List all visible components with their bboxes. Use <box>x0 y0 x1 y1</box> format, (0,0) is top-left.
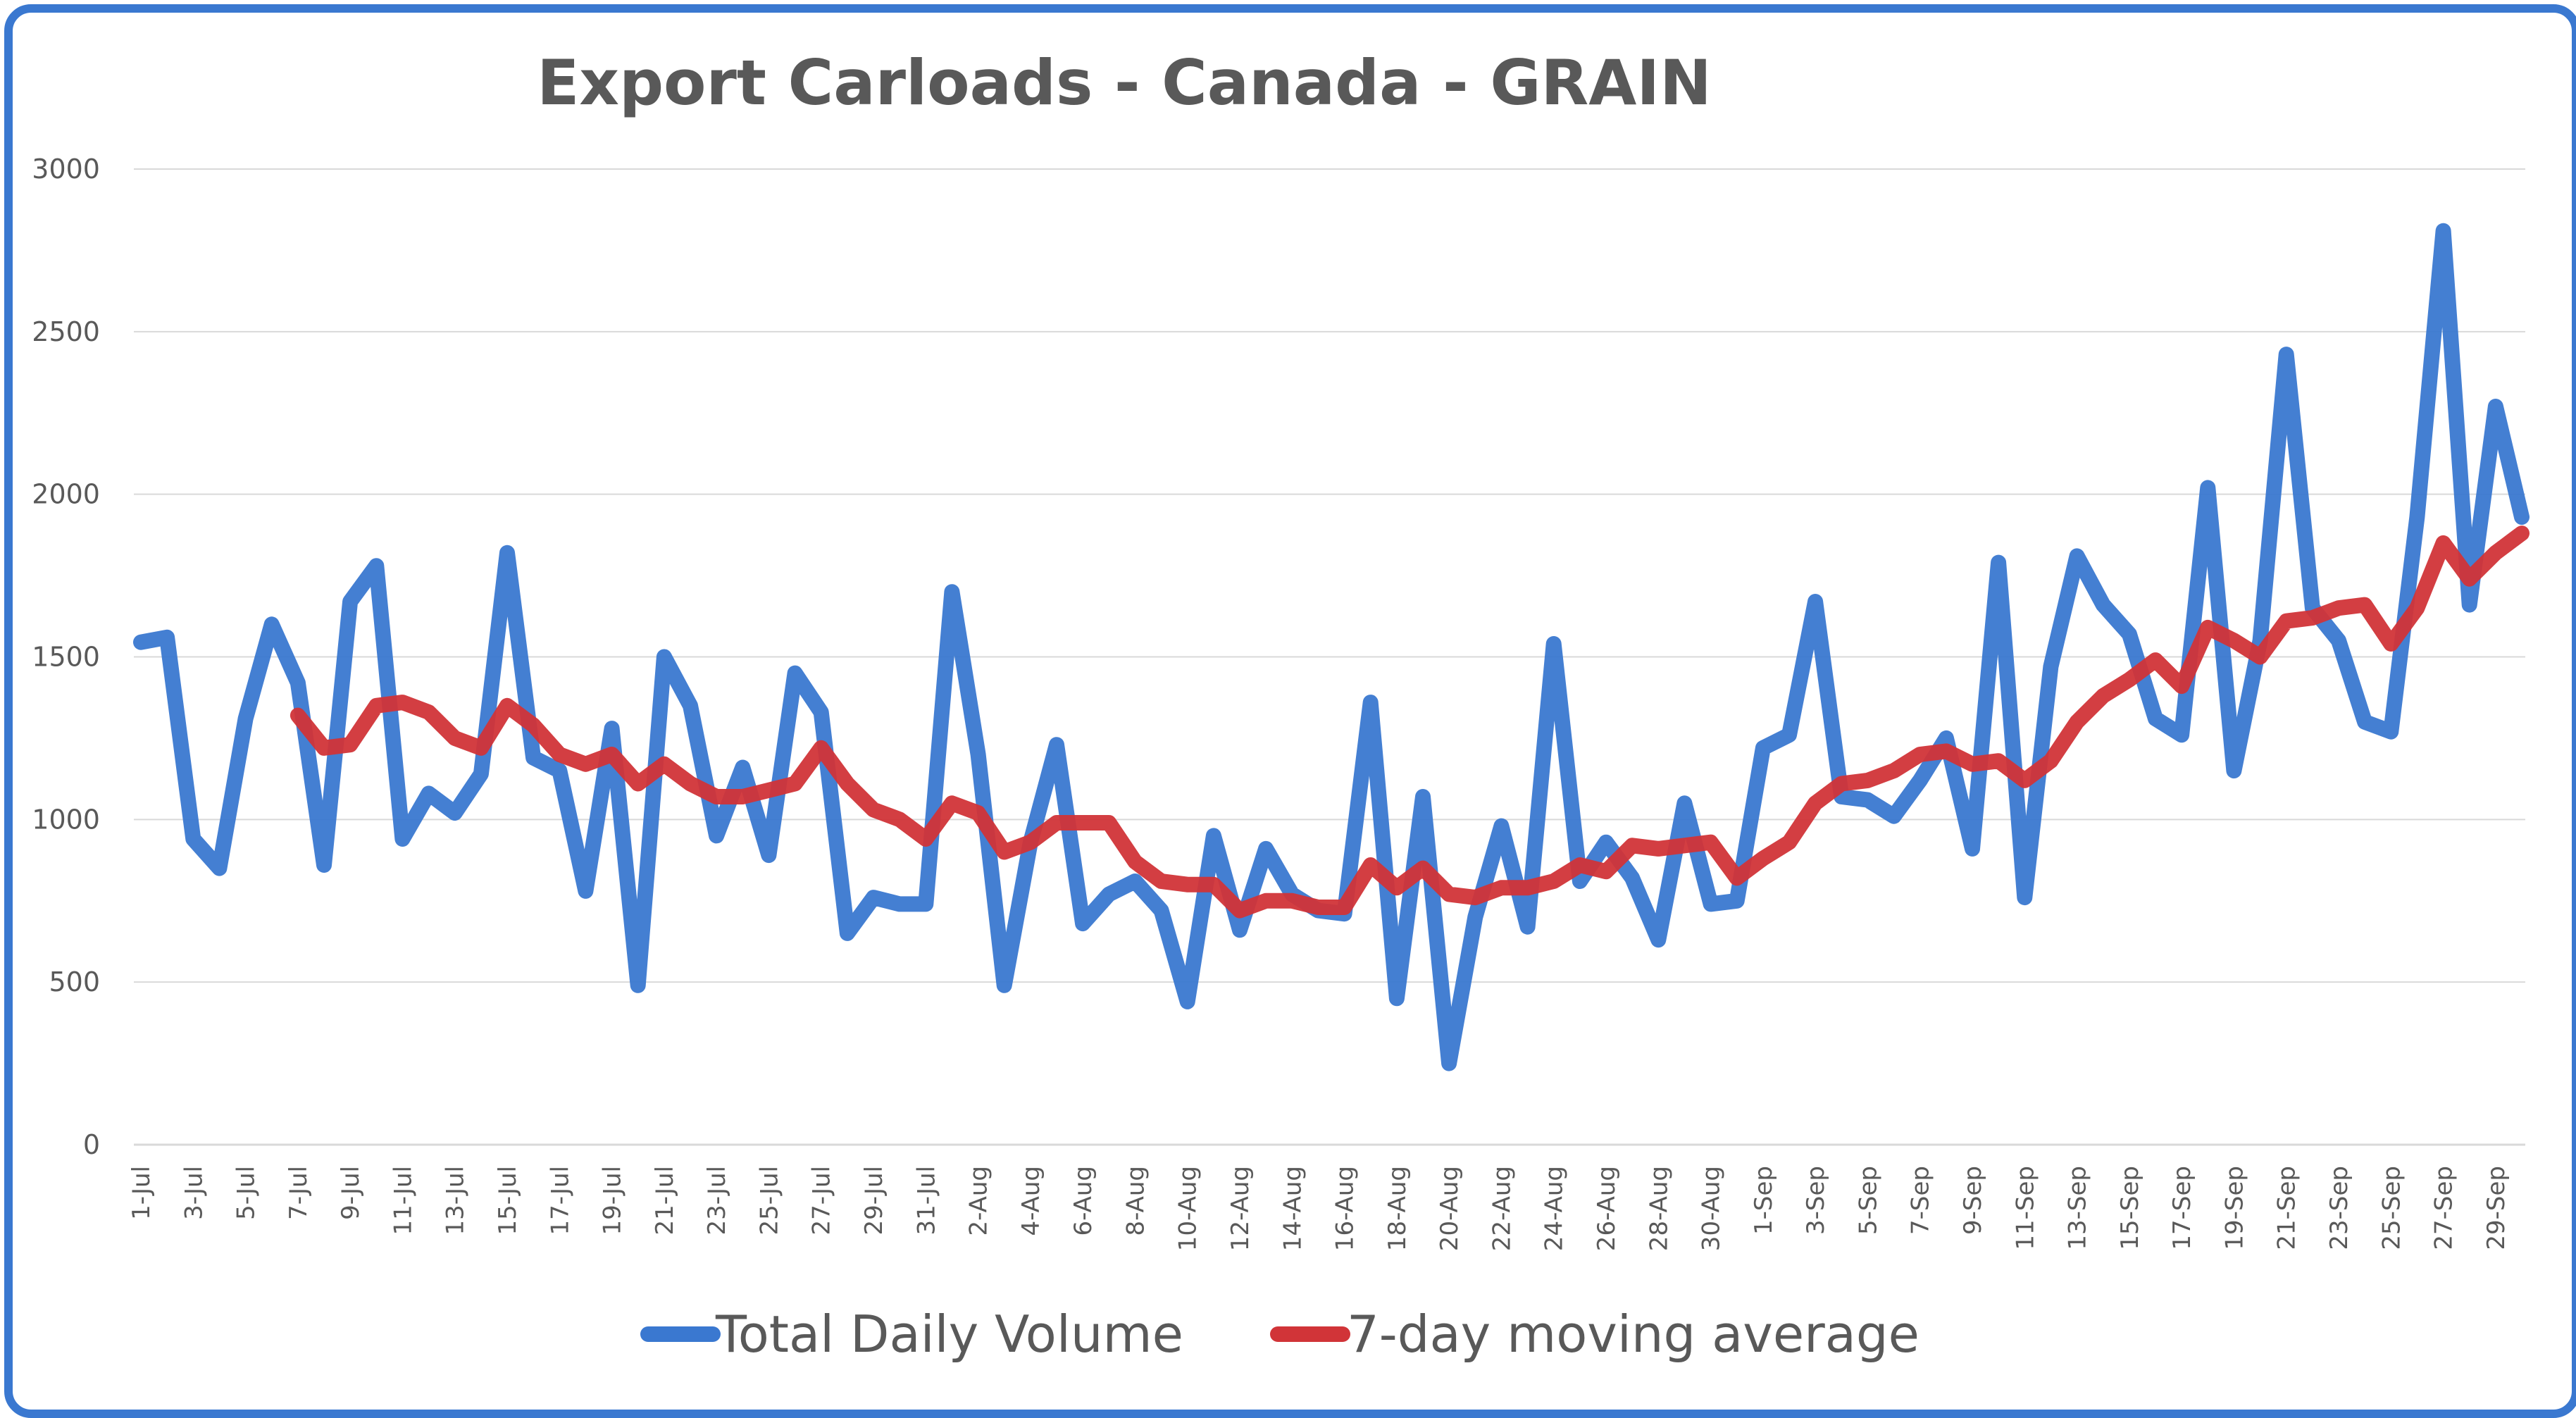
x-tick-label: 29-Sep <box>2482 1166 2510 1250</box>
x-tick-label: 4-Aug <box>1017 1166 1045 1236</box>
x-tick-label: 18-Aug <box>1383 1166 1412 1251</box>
x-tick-label: 14-Aug <box>1278 1166 1307 1251</box>
x-tick-label: 27-Sep <box>2430 1166 2458 1250</box>
x-tick-label: 23-Jul <box>703 1166 731 1235</box>
y-tick-label: 2500 <box>32 316 100 347</box>
x-tick-label: 3-Jul <box>180 1166 208 1220</box>
legend-label-moving-average: 7-day moving average <box>1347 1305 1919 1364</box>
x-tick-label: 23-Sep <box>2325 1166 2353 1250</box>
x-tick-label: 1-Jul <box>127 1166 156 1220</box>
x-tick-label: 17-Sep <box>2168 1166 2196 1250</box>
x-tick-label: 1-Sep <box>1750 1166 1778 1235</box>
x-tick-label: 6-Aug <box>1069 1166 1097 1236</box>
x-tick-label: 7-Jul <box>285 1166 313 1220</box>
legend-label-total-daily-volume: Total Daily Volume <box>715 1305 1183 1364</box>
y-tick-label: 1500 <box>32 642 100 673</box>
x-tick-label: 19-Jul <box>599 1166 627 1235</box>
x-tick-label: 25-Sep <box>2377 1166 2406 1250</box>
x-tick-label: 13-Jul <box>442 1166 470 1235</box>
x-tick-label: 21-Jul <box>651 1166 679 1235</box>
x-tick-label: 11-Jul <box>389 1166 417 1235</box>
series-lines <box>133 223 2530 1071</box>
x-tick-label: 9-Sep <box>1959 1166 1987 1235</box>
x-tick-label: 16-Aug <box>1331 1166 1359 1251</box>
y-tick-label: 1000 <box>32 804 100 835</box>
x-tick-label: 30-Aug <box>1698 1166 1726 1251</box>
x-tick-label: 12-Aug <box>1226 1166 1255 1251</box>
x-tick-label: 9-Jul <box>337 1166 365 1220</box>
x-tick-label: 25-Jul <box>755 1166 783 1235</box>
x-tick-label: 24-Aug <box>1541 1166 1569 1251</box>
x-axis-ticks: 1-Jul 3-Jul 5-Jul 7-Jul 9-Jul 11-Jul 13-Jul 15-… <box>127 1166 2510 1251</box>
legend: Total Daily Volume 7-day moving average <box>640 1305 1919 1364</box>
x-tick-label: 27-Jul <box>808 1166 836 1235</box>
gridlines <box>134 168 2525 983</box>
x-tick-label: 13-Sep <box>2064 1166 2092 1250</box>
y-tick-label: 0 <box>83 1129 100 1160</box>
x-tick-label: 28-Aug <box>1645 1166 1673 1251</box>
series-line-total-daily-volume <box>133 223 2530 1071</box>
x-tick-label: 7-Sep <box>1907 1166 1935 1235</box>
x-tick-label: 10-Aug <box>1174 1166 1202 1251</box>
x-tick-label: 5-Sep <box>1854 1166 1882 1235</box>
x-tick-label: 2-Aug <box>965 1166 993 1236</box>
y-tick-label: 3000 <box>32 154 100 185</box>
x-tick-label: 15-Jul <box>494 1166 522 1235</box>
x-tick-label: 5-Jul <box>232 1166 261 1220</box>
y-tick-label: 500 <box>49 966 100 997</box>
x-tick-label: 15-Sep <box>2116 1166 2144 1250</box>
x-tick-label: 20-Aug <box>1436 1166 1464 1251</box>
chart-title: Export Carloads - Canada - GRAIN <box>537 46 1712 119</box>
x-tick-label: 21-Sep <box>2273 1166 2301 1250</box>
x-tick-label: 31-Jul <box>912 1166 940 1235</box>
series-line-moving-average <box>290 525 2530 919</box>
x-tick-label: 17-Jul <box>546 1166 574 1235</box>
x-tick-label: 26-Aug <box>1593 1166 1621 1251</box>
x-tick-label: 19-Sep <box>2220 1166 2248 1250</box>
x-tick-label: 3-Sep <box>1802 1166 1830 1235</box>
x-tick-label: 8-Aug <box>1121 1166 1150 1236</box>
x-tick-label: 29-Jul <box>860 1166 888 1235</box>
y-tick-label: 2000 <box>32 479 100 510</box>
x-tick-label: 22-Aug <box>1488 1166 1516 1251</box>
y-axis-ticks: 0 500 1000 1500 2000 2500 3000 <box>32 154 100 1160</box>
x-tick-label: 11-Sep <box>2011 1166 2039 1250</box>
